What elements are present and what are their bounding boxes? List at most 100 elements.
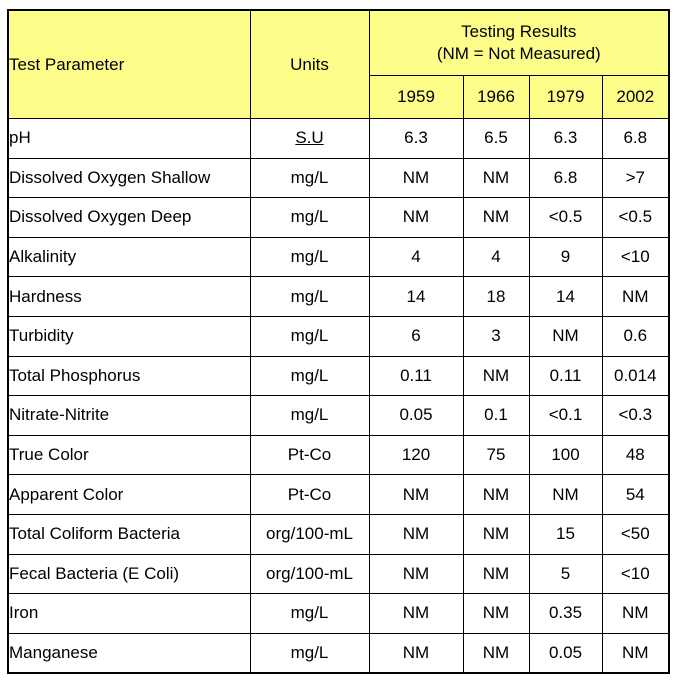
value-cell: 0.1 (462, 395, 530, 436)
table-row: Manganese mg/L NM NM 0.05 NM (7, 632, 670, 674)
value-cell: 14 (528, 276, 603, 317)
column-header-test-parameter: Test Parameter (7, 9, 251, 119)
parameter-cell: Total Coliform Bacteria (7, 513, 251, 555)
value-cell: 0.35 (528, 593, 603, 634)
value-cell: NM (462, 593, 530, 634)
table-row: Total Phosphorus mg/L 0.11 NM 0.11 0.014 (7, 355, 670, 397)
value-cell: <10 (601, 553, 670, 595)
value-cell: 100 (528, 434, 603, 476)
value-cell: >7 (601, 157, 670, 199)
table-body: pH S.U 6.3 6.5 6.3 6.8 Dissolved Oxygen … (7, 118, 670, 674)
value-cell: NM (368, 593, 464, 634)
value-cell: NM (368, 553, 464, 595)
table-row: Turbidity mg/L 6 3 NM 0.6 (7, 315, 670, 357)
value-cell: NM (368, 474, 464, 515)
value-cell: NM (462, 197, 530, 238)
value-cell: 0.05 (368, 395, 464, 436)
value-cell: NM (601, 593, 670, 634)
value-cell: 75 (462, 434, 530, 476)
parameter-cell: True Color (7, 434, 251, 476)
value-cell: NM (462, 355, 530, 397)
table-row: Iron mg/L NM NM 0.35 NM (7, 593, 670, 634)
value-cell: 0.11 (368, 355, 464, 397)
parameter-cell: Iron (7, 593, 251, 634)
value-cell: <0.5 (601, 197, 670, 238)
parameter-cell: Manganese (7, 632, 251, 674)
column-header-year: 1966 (462, 75, 530, 119)
parameter-cell: Dissolved Oxygen Deep (7, 197, 251, 238)
value-cell: 0.014 (601, 355, 670, 397)
parameter-cell: Alkalinity (7, 236, 251, 278)
value-cell: 14 (368, 276, 464, 317)
value-cell: NM (462, 157, 530, 199)
table-row: Dissolved Oxygen Shallow mg/L NM NM 6.8 … (7, 157, 670, 199)
testing-results-table: Test Parameter Units Testing Results (NM… (7, 9, 671, 675)
value-cell: 6 (368, 315, 464, 357)
value-cell: 48 (601, 434, 670, 476)
units-cell: mg/L (249, 632, 370, 674)
parameter-cell: Apparent Color (7, 474, 251, 515)
value-cell: NM (528, 474, 603, 515)
units-cell: mg/L (249, 395, 370, 436)
group-header-title: Testing Results (461, 22, 577, 41)
value-cell: 6.3 (368, 118, 464, 159)
value-cell: 6.5 (462, 118, 530, 159)
value-cell: NM (368, 197, 464, 238)
units-cell: mg/L (249, 355, 370, 397)
units-cell: mg/L (249, 197, 370, 238)
table-row: Dissolved Oxygen Deep mg/L NM NM <0.5 <0… (7, 197, 670, 238)
value-cell: NM (462, 474, 530, 515)
table-row: pH S.U 6.3 6.5 6.3 6.8 (7, 118, 670, 159)
units-cell: mg/L (249, 236, 370, 278)
value-cell: 120 (368, 434, 464, 476)
units-cell: mg/L (249, 276, 370, 317)
value-cell: 15 (528, 513, 603, 555)
table-header: Test Parameter Units Testing Results (NM… (7, 9, 670, 119)
value-cell: NM (368, 632, 464, 674)
units-cell: S.U (249, 118, 370, 159)
value-cell: NM (601, 276, 670, 317)
value-cell: NM (368, 157, 464, 199)
column-header-year: 1959 (368, 75, 464, 119)
units-cell: org/100-mL (249, 553, 370, 595)
table-row: Apparent Color Pt-Co NM NM NM 54 (7, 474, 670, 515)
table-row: Hardness mg/L 14 18 14 NM (7, 276, 670, 317)
units-cell: mg/L (249, 315, 370, 357)
value-cell: NM (528, 315, 603, 357)
units-cell: mg/L (249, 157, 370, 199)
table-row: Alkalinity mg/L 4 4 9 <10 (7, 236, 670, 278)
column-header-units: Units (249, 9, 370, 119)
table-row: True Color Pt-Co 120 75 100 48 (7, 434, 670, 476)
units-cell: mg/L (249, 593, 370, 634)
group-header-note: (NM = Not Measured) (436, 44, 601, 63)
value-cell: NM (462, 553, 530, 595)
value-cell: NM (601, 632, 670, 674)
parameter-cell: Total Phosphorus (7, 355, 251, 397)
value-cell: 0.05 (528, 632, 603, 674)
column-header-year: 2002 (601, 75, 670, 119)
value-cell: 54 (601, 474, 670, 515)
parameter-cell: Hardness (7, 276, 251, 317)
value-cell: 9 (528, 236, 603, 278)
units-cell: Pt-Co (249, 434, 370, 476)
value-cell: 4 (462, 236, 530, 278)
column-group-header-testing-results: Testing Results (NM = Not Measured) (368, 9, 670, 76)
parameter-cell: Fecal Bacteria (E Coli) (7, 553, 251, 595)
header-row-years: 1959 1966 1979 2002 (8, 75, 670, 119)
table-row: Fecal Bacteria (E Coli) org/100-mL NM NM… (7, 553, 670, 595)
parameter-cell: pH (7, 118, 251, 159)
units-cell: Pt-Co (249, 474, 370, 515)
value-cell: <0.1 (528, 395, 603, 436)
value-cell: <0.5 (528, 197, 603, 238)
value-cell: 6.8 (601, 118, 670, 159)
header-row-top: Test Parameter Units Testing Results (NM… (7, 9, 670, 119)
value-cell: <0.3 (601, 395, 670, 436)
value-cell: 0.11 (528, 355, 603, 397)
table-row: Nitrate-Nitrite mg/L 0.05 0.1 <0.1 <0.3 (7, 395, 670, 436)
value-cell: 5 (528, 553, 603, 595)
parameter-cell: Turbidity (7, 315, 251, 357)
value-cell: NM (462, 513, 530, 555)
value-cell: <10 (601, 236, 670, 278)
units-link-text: S.U (295, 128, 324, 148)
value-cell: 6.8 (528, 157, 603, 199)
